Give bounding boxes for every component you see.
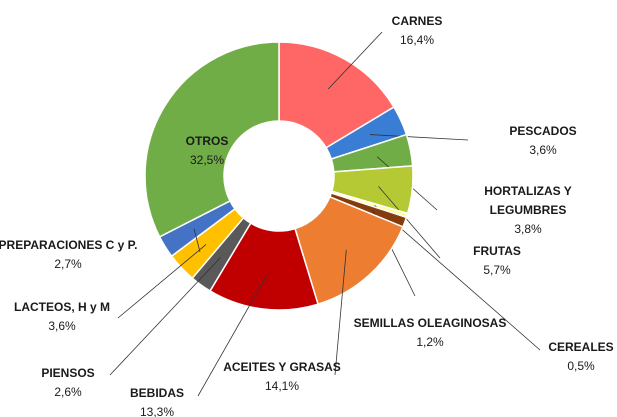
- category-label: PIENSOS: [41, 366, 95, 380]
- category-label: ACEITES Y GRASAS: [223, 360, 341, 374]
- category-label: BEBIDAS: [129, 386, 184, 400]
- data-label: FRUTAS 5,7%: [452, 242, 542, 280]
- data-label: SEMILLAS OLEAGINOSAS 1,2%: [340, 314, 520, 352]
- leader-line: [327, 31, 383, 90]
- data-label: BEBIDAS 13,3%: [107, 384, 207, 417]
- leader-line: [193, 228, 201, 253]
- category-label: PESCADOS: [509, 124, 577, 138]
- data-label: HORTALIZAS Y LEGUMBRES 3,8%: [473, 182, 583, 239]
- value-label: 3,8%: [514, 222, 542, 236]
- data-label: LACTEOS, H y M 3,6%: [7, 298, 117, 336]
- value-label: 5,7%: [483, 263, 511, 277]
- value-label: 32,5%: [189, 153, 225, 167]
- data-label: OTROS 32,5%: [167, 132, 247, 170]
- data-label: PESCADOS 3,6%: [483, 122, 603, 160]
- category-label: PREPARACIONES C y P.: [0, 238, 138, 252]
- category-label: CEREALES: [548, 340, 614, 354]
- value-label: 3,6%: [48, 319, 76, 333]
- leader-line: [117, 244, 207, 319]
- category-label: SEMILLAS OLEAGINOSAS: [353, 316, 507, 330]
- category-label: HORTALIZAS Y LEGUMBRES: [484, 184, 572, 217]
- category-label: CARNES: [391, 14, 443, 28]
- data-label: CEREALES 0,5%: [531, 338, 617, 376]
- leader-line: [109, 256, 222, 376]
- value-label: 2,6%: [54, 385, 82, 399]
- leader-line: [197, 275, 268, 397]
- value-label: 1,2%: [416, 335, 444, 349]
- value-label: 3,6%: [529, 143, 557, 157]
- leader-line: [334, 249, 347, 376]
- value-label: 2,7%: [54, 257, 82, 271]
- leader-line: [378, 186, 441, 259]
- value-label: 14,1%: [264, 379, 300, 393]
- data-label: CARNES 16,4%: [357, 12, 477, 50]
- data-label: ACEITES Y GRASAS 14,1%: [207, 358, 357, 396]
- leader-line: [369, 134, 469, 141]
- donut-slice: [144, 41, 280, 238]
- data-label: PREPARACIONES C y P. 2,7%: [0, 236, 153, 274]
- value-label: 0,5%: [567, 359, 595, 373]
- category-label: LACTEOS, H y M: [13, 300, 110, 314]
- category-label: OTROS: [185, 134, 229, 148]
- donut-slice: [278, 41, 395, 149]
- value-label: 16,4%: [399, 33, 435, 47]
- donut-slice: [294, 195, 404, 306]
- value-label: 13,3%: [139, 405, 175, 417]
- data-label: PIENSOS 2,6%: [18, 364, 118, 402]
- category-label: FRUTAS: [473, 244, 521, 258]
